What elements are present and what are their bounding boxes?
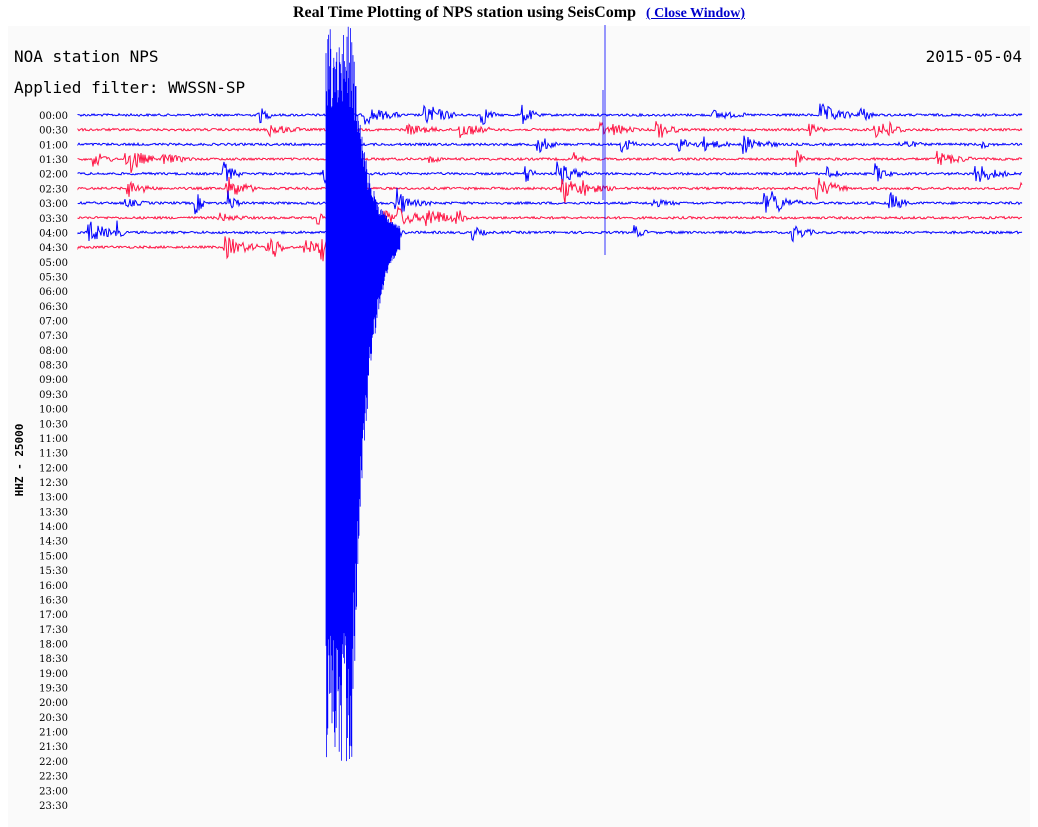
time-label: 16:30 <box>39 595 68 606</box>
time-label: 16:00 <box>39 581 68 592</box>
time-label: 21:30 <box>39 742 68 753</box>
seismic-trace <box>77 161 1023 185</box>
earthquake-signal <box>325 25 606 762</box>
time-label: 04:30 <box>39 243 68 254</box>
time-label: 15:30 <box>39 566 68 577</box>
time-label: 19:00 <box>39 669 68 680</box>
seismic-trace <box>77 218 1023 244</box>
station-name: NOA station NPS <box>14 47 159 66</box>
time-label: 10:00 <box>39 405 68 416</box>
seismic-trace <box>77 120 1023 139</box>
time-label: 04:00 <box>39 228 68 239</box>
time-label: 17:30 <box>39 625 68 636</box>
time-label: 07:00 <box>39 317 68 328</box>
time-label: 22:30 <box>39 772 68 783</box>
time-label: 22:00 <box>39 757 68 768</box>
time-label: 23:30 <box>39 801 68 812</box>
time-label: 03:00 <box>39 199 68 210</box>
time-label: 05:00 <box>39 258 68 269</box>
traces <box>77 25 1023 762</box>
time-label: 07:30 <box>39 331 68 342</box>
header: Real Time Plotting of NPS station using … <box>0 4 1038 22</box>
time-label: 13:00 <box>39 493 68 504</box>
time-label: 01:30 <box>39 155 68 166</box>
time-label: 23:00 <box>39 786 68 797</box>
time-label: 00:00 <box>39 111 68 122</box>
time-label: 02:30 <box>39 184 68 195</box>
time-label: 05:30 <box>39 272 68 283</box>
time-labels: 00:00 00:30 01:00 01:30 02:00 02:30 03:00 03:30… <box>39 111 68 812</box>
close-window-link[interactable]: ( Close Window) <box>645 6 746 21</box>
plot-background <box>8 26 1030 827</box>
time-label: 18:30 <box>39 654 68 665</box>
time-label: 12:00 <box>39 463 68 474</box>
axis-label: HHZ - 25000 <box>13 424 26 497</box>
time-label: 17:00 <box>39 610 68 621</box>
plot-date: 2015-05-04 <box>926 47 1022 66</box>
time-label: 00:30 <box>39 126 68 137</box>
seismic-trace <box>77 103 1023 125</box>
seismic-trace <box>77 135 1023 154</box>
time-label: 20:00 <box>39 698 68 709</box>
seismic-trace <box>77 205 1023 227</box>
time-label: 11:00 <box>39 434 68 445</box>
time-label: 18:00 <box>39 639 68 650</box>
seismic-trace <box>77 176 1023 204</box>
time-label: 03:30 <box>39 214 68 225</box>
time-label: 09:00 <box>39 375 68 386</box>
time-label: 06:30 <box>39 302 68 313</box>
time-label: 20:30 <box>39 713 68 724</box>
seismic-trace <box>77 150 1023 173</box>
time-label: 10:30 <box>39 419 68 430</box>
page-title: Real Time Plotting of NPS station using … <box>292 4 636 21</box>
time-label: 19:30 <box>39 684 68 695</box>
filter-label: Applied filter: WWSSN-SP <box>14 78 245 97</box>
time-label: 15:00 <box>39 551 68 562</box>
time-label: 02:00 <box>39 170 68 181</box>
time-label: 13:30 <box>39 507 68 518</box>
time-label: 14:00 <box>39 522 68 533</box>
time-label: 12:30 <box>39 478 68 489</box>
time-label: 09:30 <box>39 390 68 401</box>
time-label: 11:30 <box>39 449 68 460</box>
time-label: 08:30 <box>39 361 68 372</box>
time-label: 21:00 <box>39 728 68 739</box>
time-label: 08:00 <box>39 346 68 357</box>
time-label: 01:00 <box>39 140 68 151</box>
seismic-trace <box>77 187 1023 215</box>
time-label: 14:30 <box>39 537 68 548</box>
time-label: 06:00 <box>39 287 68 298</box>
